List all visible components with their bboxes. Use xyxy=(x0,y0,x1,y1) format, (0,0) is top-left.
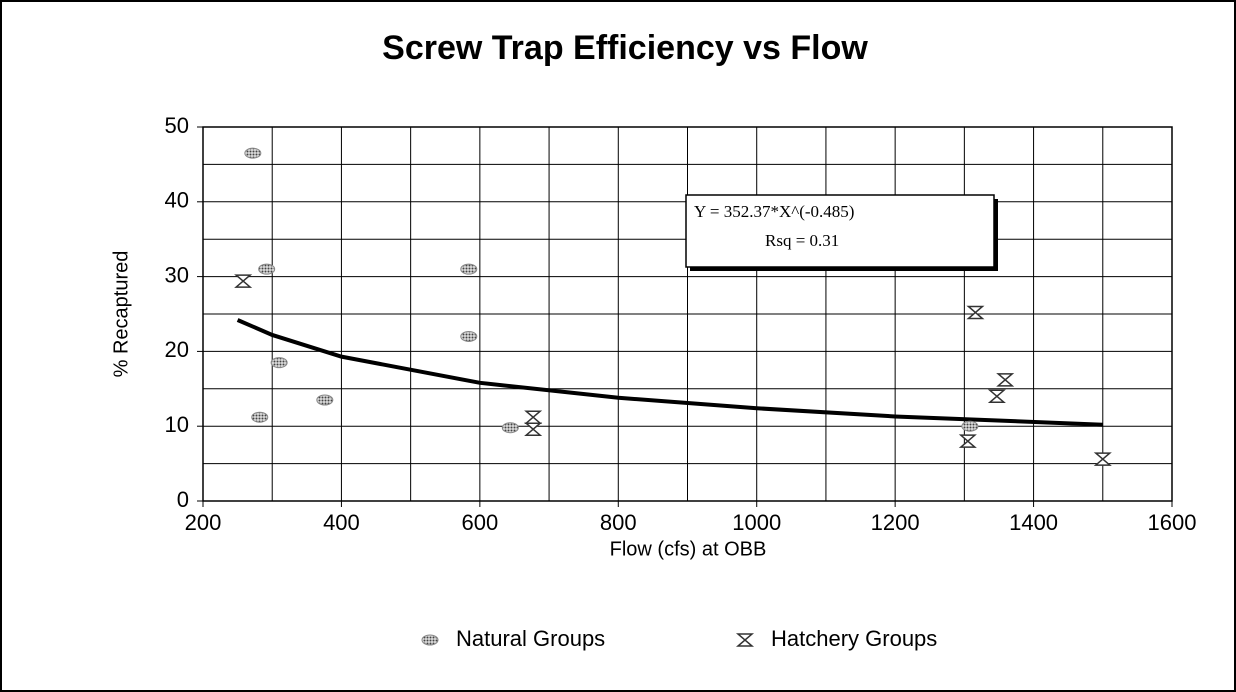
data-point xyxy=(524,422,543,436)
fit-line xyxy=(236,318,1103,427)
annotation-text: Y = 352.37*X^(-0.485) xyxy=(694,202,854,221)
annotation-box xyxy=(685,194,995,268)
legend-marker xyxy=(735,633,755,647)
x-tick-label: 600 xyxy=(461,510,498,535)
data-point xyxy=(958,434,977,448)
data-point xyxy=(961,420,979,432)
y-tick-label: 50 xyxy=(165,113,189,138)
legend-marker xyxy=(421,634,439,646)
data-point xyxy=(234,274,253,288)
x-tick-label: 200 xyxy=(185,510,222,535)
data-point xyxy=(251,411,269,423)
y-tick-label: 30 xyxy=(165,262,189,287)
x-tick-label: 1200 xyxy=(871,510,920,535)
x-tick-label: 1000 xyxy=(732,510,781,535)
legend-label: Hatchery Groups xyxy=(771,626,937,651)
x-tick-label: 400 xyxy=(323,510,360,535)
x-tick-label: 800 xyxy=(600,510,637,535)
data-point xyxy=(258,263,276,275)
x-axis-label: Flow (cfs) at OBB xyxy=(610,538,767,560)
data-point xyxy=(501,422,519,434)
data-point xyxy=(966,305,985,320)
data-point xyxy=(996,373,1015,387)
data-point xyxy=(316,394,334,406)
data-point xyxy=(460,263,478,275)
data-point xyxy=(460,330,478,342)
x-tick-label: 1600 xyxy=(1148,510,1197,535)
annotation-text: Rsq = 0.31 xyxy=(765,231,839,250)
y-tick-label: 10 xyxy=(165,412,189,437)
data-point xyxy=(987,389,1006,404)
y-tick-label: 40 xyxy=(165,188,189,213)
data-point xyxy=(270,357,288,369)
x-tick-label: 1400 xyxy=(1009,510,1058,535)
legend-label: Natural Groups xyxy=(456,626,605,651)
y-tick-label: 20 xyxy=(165,337,189,362)
data-point xyxy=(244,147,262,159)
data-point xyxy=(1093,452,1112,466)
y-axis-label: % Recaptured xyxy=(110,251,132,378)
y-tick-label: 0 xyxy=(177,487,189,512)
chart-title: Screw Trap Efficiency vs Flow xyxy=(382,29,868,67)
